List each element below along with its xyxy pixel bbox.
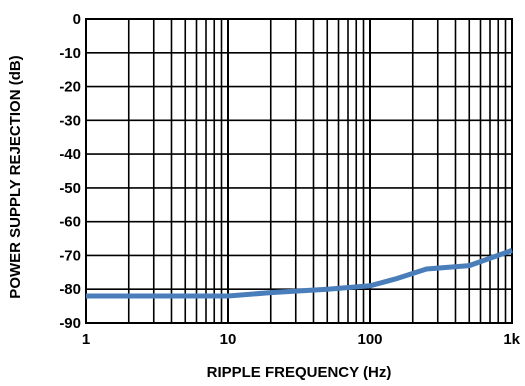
y-tick-label: -90 — [59, 315, 81, 332]
y-tick-label: -50 — [59, 180, 81, 197]
x-axis-title: RIPPLE FREQUENCY (Hz) — [207, 364, 392, 381]
y-tick-label: -70 — [59, 247, 81, 264]
x-tick-labels: 1 10 100 1k — [82, 331, 521, 348]
y-tick-label: 0 — [73, 11, 81, 28]
y-tick-label: -40 — [59, 146, 81, 163]
y-tick-label: -60 — [59, 214, 81, 231]
y-tick-label: -80 — [59, 281, 81, 298]
x-tick-label: 1k — [503, 331, 520, 348]
grid-lines — [86, 19, 512, 323]
y-axis-title: POWER SUPPLY REJECTION (dB) — [7, 55, 24, 298]
y-tick-labels: 0 -10 -20 -30 -40 -50 -60 -70 -80 -90 — [59, 11, 81, 332]
x-tick-label: 1 — [82, 331, 90, 348]
plot-frame — [86, 19, 512, 323]
x-tick-label: 10 — [220, 331, 237, 348]
x-tick-label: 100 — [357, 331, 382, 348]
y-tick-label: -10 — [59, 45, 81, 62]
y-tick-label: -30 — [59, 112, 81, 129]
y-tick-label: -20 — [59, 79, 81, 96]
